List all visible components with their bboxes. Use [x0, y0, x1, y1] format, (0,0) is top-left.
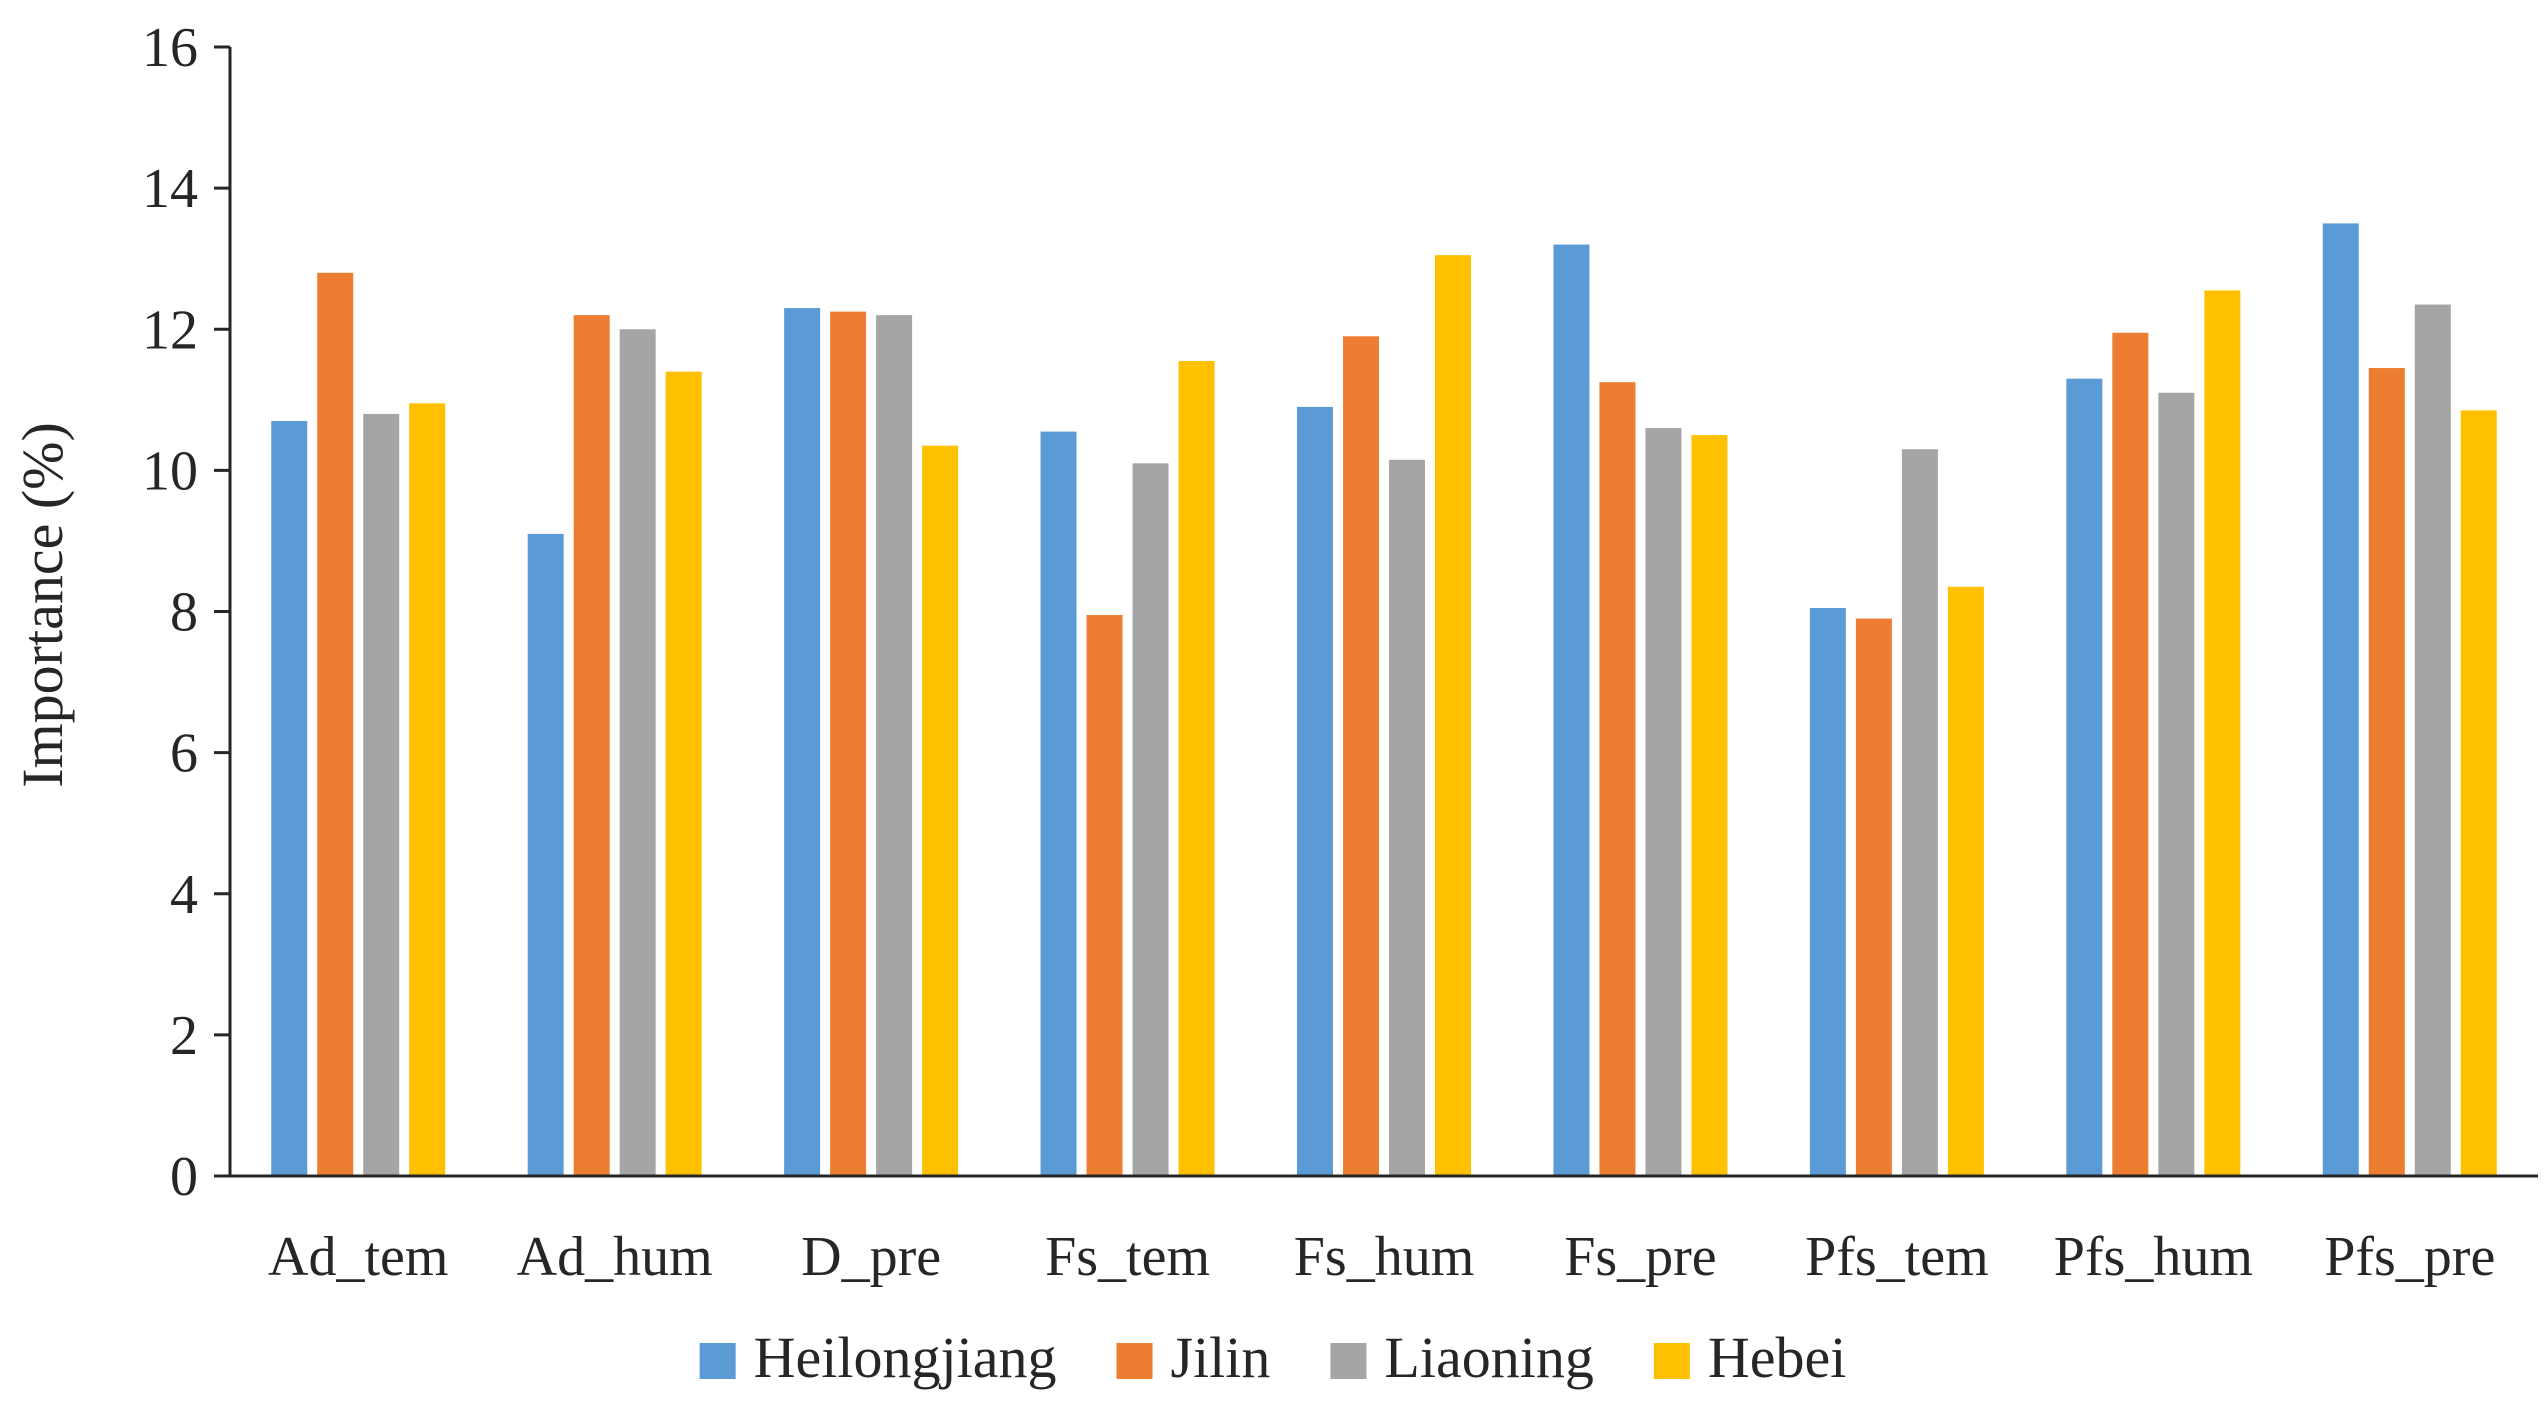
bar-heilongjiang-fs-pre — [1553, 244, 1590, 1176]
category-labels: Ad_tem Ad_hum D_pre Fs_tem Fs_hum Fs_pre Pfs_t… — [268, 1226, 2495, 1288]
bar-heilongjiang-fs-tem — [1040, 431, 1077, 1176]
x-category-label: D_pre — [801, 1226, 941, 1288]
bar-heilongjiang-pfs-pre — [2322, 223, 2359, 1176]
legend: Heilongjiang Jilin Liaoning Hebei — [699, 1325, 1847, 1390]
y-tick-label: 12 — [142, 299, 198, 361]
bar-jilin-ad-hum — [573, 315, 610, 1176]
bar-jilin-d-pre — [830, 311, 867, 1176]
bar-jilin-pfs-hum — [2112, 332, 2149, 1176]
bar-liaoning-fs-tem — [1132, 463, 1169, 1177]
bar-jilin-fs-hum — [1343, 336, 1379, 1176]
legend-swatch-liaoning — [1330, 1343, 1367, 1379]
legend-label-heilongjiang: Heilongjiang — [754, 1325, 1057, 1390]
bar-liaoning-fs-pre — [1645, 428, 1682, 1177]
x-category-label: Ad_hum — [517, 1226, 713, 1288]
y-axis-ticks: 0 2 4 6 8 10 12 14 16 — [142, 17, 230, 1208]
bar-jilin-fs-pre — [1599, 382, 1636, 1176]
x-category-label: Ad_tem — [268, 1226, 448, 1288]
bar-jilin-pfs-tem — [1855, 618, 1892, 1176]
y-tick-label: 6 — [170, 723, 198, 785]
bar-liaoning-pfs-hum — [2158, 392, 2195, 1177]
bar-jilin-pfs-pre — [2368, 368, 2405, 1176]
legend-swatch-heilongjiang — [699, 1343, 736, 1379]
bar-heilongjiang-pfs-tem — [1809, 607, 1846, 1176]
x-category-label: Pfs_tem — [1805, 1226, 1989, 1288]
bar-heilongjiang-ad-tem — [271, 420, 308, 1176]
bar-liaoning-ad-hum — [619, 329, 656, 1176]
legend-swatch-jilin — [1116, 1343, 1153, 1379]
y-axis-title: Importance (%) — [10, 422, 75, 788]
bar-hebei-fs-hum — [1435, 255, 1471, 1177]
legend-label-hebei: Hebei — [1708, 1325, 1847, 1390]
bar-liaoning-pfs-tem — [1901, 449, 1938, 1176]
legend-swatch-hebei — [1653, 1343, 1690, 1379]
bar-hebei-pfs-tem — [1947, 586, 1984, 1176]
y-tick-label: 16 — [142, 17, 198, 79]
bar-heilongjiang-pfs-hum — [2066, 378, 2103, 1176]
bar-hebei-d-pre — [922, 445, 959, 1177]
bar-hebei-pfs-pre — [2460, 410, 2497, 1177]
bar-hebei-ad-tem — [409, 403, 446, 1176]
bar-liaoning-fs-hum — [1389, 459, 1425, 1176]
x-category-label: Fs_hum — [1294, 1226, 1475, 1288]
y-tick-label: 0 — [170, 1146, 198, 1208]
legend-label-jilin: Jilin — [1171, 1325, 1271, 1390]
y-tick-label: 10 — [142, 440, 198, 502]
axes — [228, 47, 2538, 1178]
bar-hebei-fs-pre — [1691, 435, 1728, 1176]
y-tick-label: 14 — [142, 158, 198, 220]
bar-hebei-pfs-hum — [2204, 290, 2241, 1176]
bar-heilongjiang-ad-hum — [527, 533, 564, 1176]
bar-jilin-ad-tem — [317, 272, 354, 1176]
legend-label-liaoning: Liaoning — [1384, 1325, 1593, 1390]
bar-liaoning-ad-tem — [363, 413, 400, 1176]
y-tick-label: 4 — [170, 864, 198, 926]
bar-heilongjiang-d-pre — [784, 308, 821, 1176]
bar-jilin-fs-tem — [1086, 615, 1123, 1176]
x-category-label: Pfs_hum — [2054, 1226, 2253, 1288]
y-tick-label: 8 — [170, 582, 198, 644]
bar-liaoning-pfs-pre — [2414, 304, 2451, 1177]
x-category-label: Fs_pre — [1564, 1226, 1716, 1288]
y-tick-label: 2 — [170, 1005, 198, 1067]
x-category-label: Fs_tem — [1045, 1226, 1210, 1288]
bar-hebei-ad-hum — [665, 371, 702, 1176]
bar-liaoning-d-pre — [876, 315, 913, 1176]
x-category-label: Pfs_pre — [2324, 1226, 2495, 1288]
bar-series-group — [271, 223, 2497, 1177]
bar-hebei-fs-tem — [1178, 361, 1215, 1176]
bar-heilongjiang-fs-hum — [1297, 406, 1333, 1176]
